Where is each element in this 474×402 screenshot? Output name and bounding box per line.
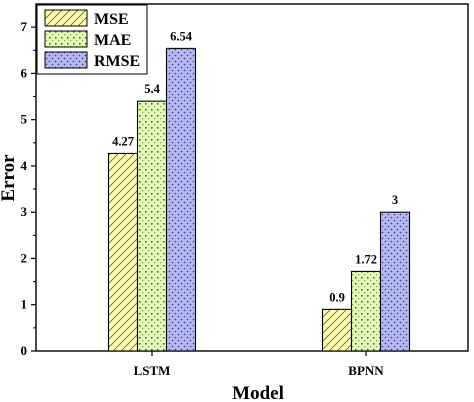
- data-labels-group: 4.27 5.4 6.54 0.9 1.72 3: [112, 29, 398, 304]
- bar-value-label: 3: [392, 193, 398, 207]
- legend-label-mae: MAE: [94, 32, 131, 49]
- x-axis: LSTM BPNN: [134, 351, 384, 378]
- plot-frame: [35, 3, 469, 352]
- legend-swatch-rmse: [44, 51, 88, 69]
- bar-mse-lstm: [107, 152, 139, 352]
- bar-mae-lstm: [136, 100, 168, 352]
- x-tick-label: BPNN: [348, 363, 384, 378]
- y-axis: 0 1 2 3 4 5 6 7: [21, 19, 36, 358]
- legend-swatch-mse: [44, 9, 88, 27]
- bar-mae-bpnn: [350, 270, 382, 352]
- y-axis-title: Error: [0, 154, 19, 202]
- bars-group: [107, 47, 411, 352]
- x-axis-title: Model: [232, 383, 284, 402]
- bar-value-label: 5.4: [144, 82, 160, 96]
- y-tick-label: 0: [21, 343, 28, 358]
- y-tick-label: 3: [21, 204, 28, 219]
- y-tick-label: 6: [21, 65, 28, 80]
- y-tick-label: 5: [21, 112, 28, 127]
- bar-value-label: 1.72: [355, 252, 377, 266]
- y-tick-label: 7: [21, 19, 28, 34]
- legend-label-mse: MSE: [94, 11, 129, 28]
- bar-mse-bpnn: [321, 308, 353, 352]
- y-tick-label: 4: [21, 158, 28, 173]
- bar-value-label: 4.27: [112, 134, 134, 148]
- bar-rmse-lstm: [165, 47, 197, 352]
- y-tick-label: 2: [21, 250, 28, 265]
- legend: MSE MAE RMSE: [36, 4, 148, 75]
- bar-value-label: 6.54: [170, 29, 193, 43]
- x-tick-label: LSTM: [134, 363, 171, 378]
- y-tick-label: 1: [21, 297, 28, 312]
- legend-swatch-mae: [44, 30, 88, 48]
- bar-rmse-bpnn: [379, 211, 411, 352]
- plot-border: [35, 3, 469, 352]
- bar-value-label: 0.9: [329, 290, 345, 304]
- legend-label-rmse: RMSE: [94, 53, 140, 70]
